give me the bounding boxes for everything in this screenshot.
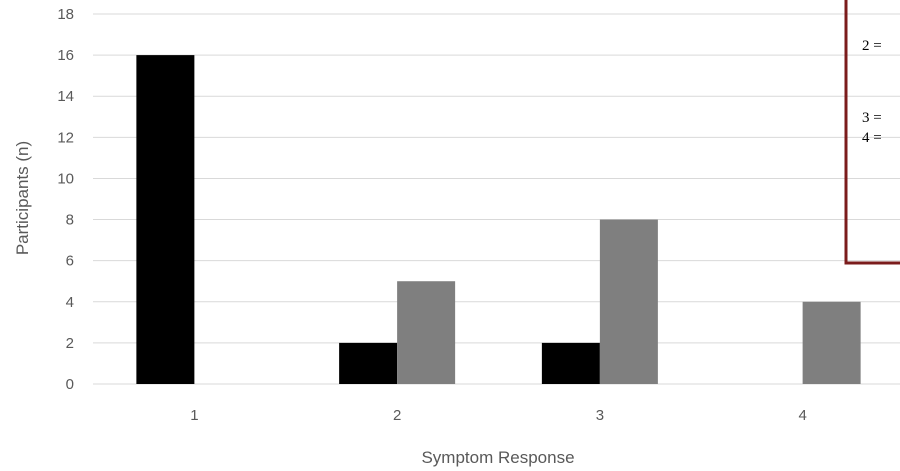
x-tick-label: 2	[393, 407, 401, 424]
x-axis-title: Symptom Response	[421, 448, 574, 467]
y-tick-label: 6	[66, 253, 74, 270]
x-tick-label: 4	[798, 407, 806, 424]
bar-series1-cat1	[136, 55, 195, 384]
bar-series2-cat3	[599, 219, 658, 384]
legend-box-border	[844, 0, 900, 265]
bar-series1-cat2	[339, 342, 398, 384]
legend-line-3: 3 =	[862, 110, 882, 126]
gridlines	[93, 13, 900, 385]
legend-line-2: 2 =	[862, 38, 882, 54]
y-tick-labels: 0 2 4 6 8 10 12 14 16 18	[57, 6, 74, 393]
y-tick-label: 8	[66, 212, 74, 229]
y-tick-label: 2	[66, 335, 74, 352]
x-tick-label: 1	[190, 407, 198, 424]
bar-series2-cat4	[802, 301, 861, 384]
y-axis-title: Participants (n)	[13, 141, 32, 255]
bar-series2-cat2	[397, 281, 456, 384]
y-tick-label: 0	[66, 376, 74, 393]
x-tick-labels: 1 2 3 4	[190, 407, 807, 424]
bar-series1-cat3	[541, 342, 600, 384]
y-tick-label: 18	[57, 6, 74, 23]
bars	[136, 55, 861, 384]
y-tick-label: 16	[57, 47, 74, 64]
y-tick-label: 14	[57, 88, 74, 105]
y-tick-label: 4	[66, 294, 74, 311]
legend-box: 2 = 3 = 4 =	[844, 0, 900, 265]
y-tick-label: 12	[57, 129, 74, 146]
legend-line-4: 4 =	[862, 130, 882, 146]
x-tick-label: 3	[596, 407, 604, 424]
y-tick-label: 10	[57, 170, 74, 187]
